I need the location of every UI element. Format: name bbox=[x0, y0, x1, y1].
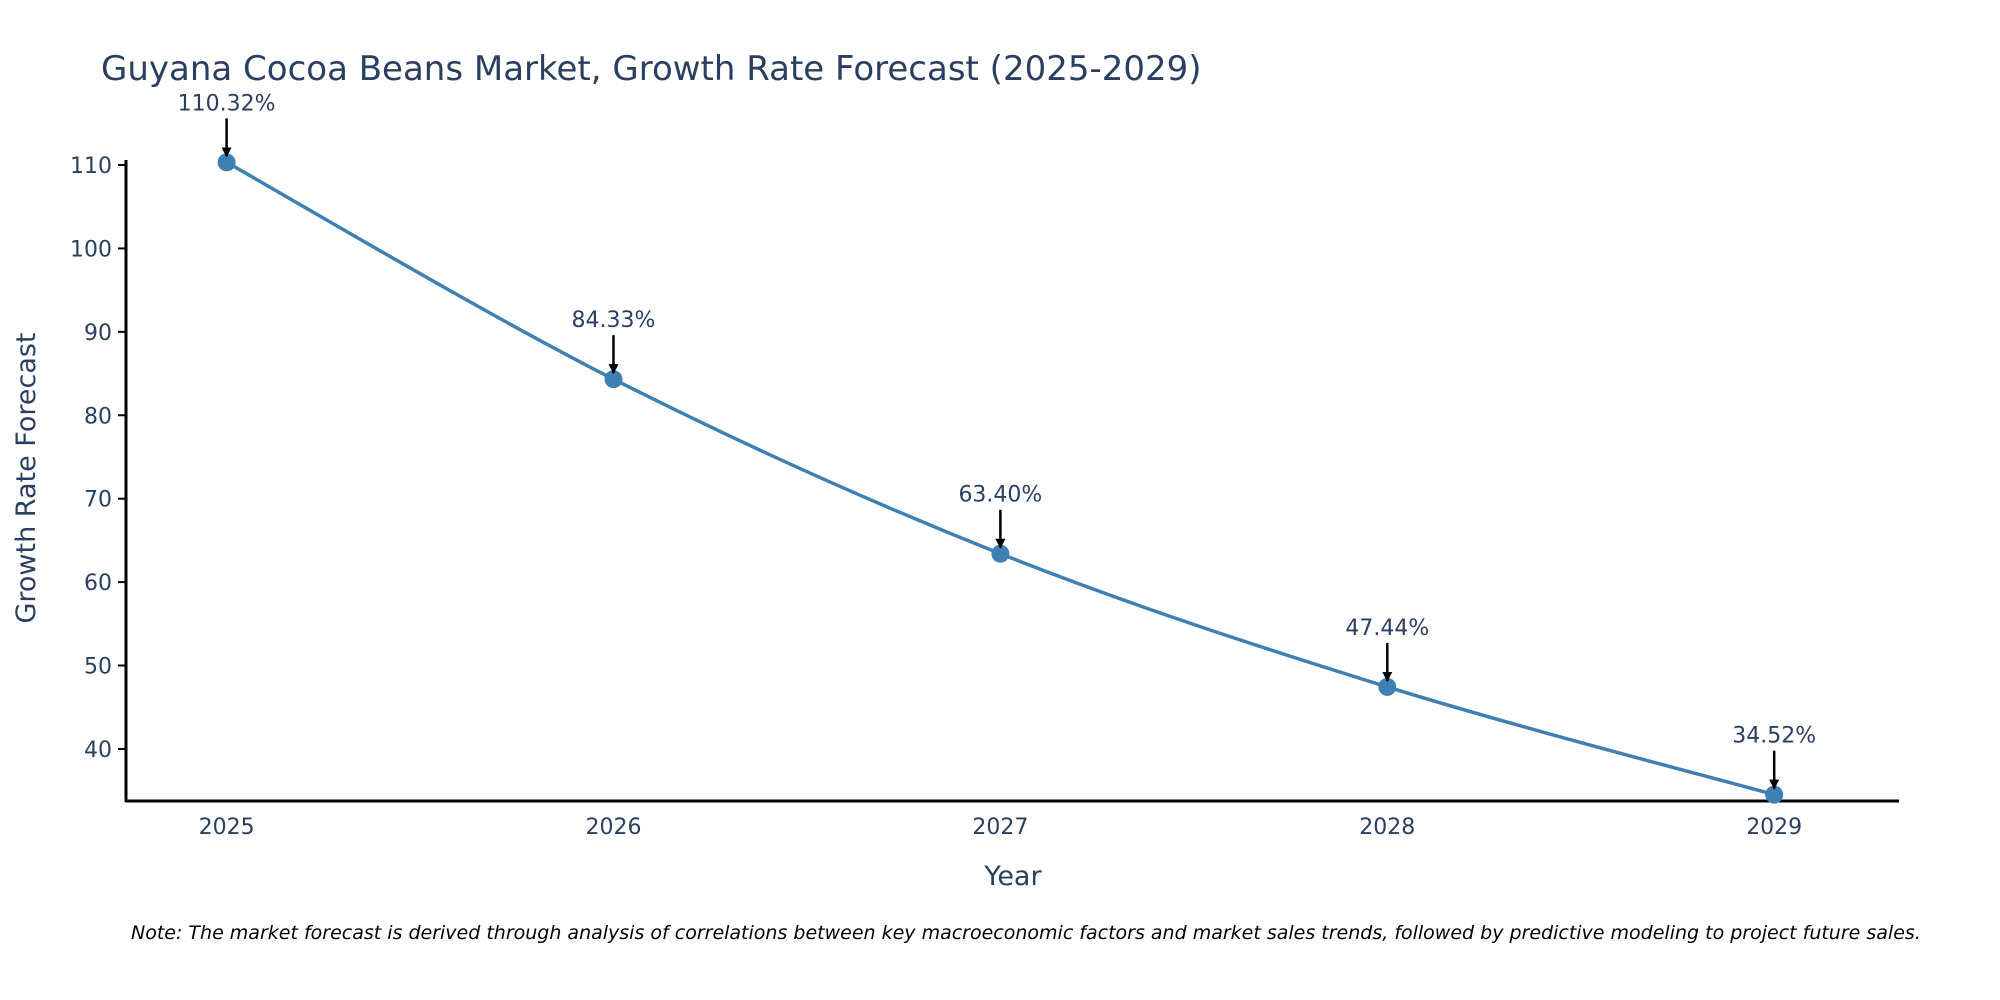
data-label: 63.40% bbox=[958, 483, 1042, 508]
chart-note: Note: The market forecast is derived thr… bbox=[131, 922, 1921, 944]
y-tick-label: 80 bbox=[84, 404, 112, 429]
x-tick-label: 2025 bbox=[199, 815, 255, 840]
y-axis-title: Growth Rate Forecast bbox=[11, 332, 42, 623]
chart-title: Guyana Cocoa Beans Market, Growth Rate F… bbox=[101, 49, 1202, 89]
data-point[interactable] bbox=[604, 370, 623, 389]
x-tick-label: 2028 bbox=[1359, 815, 1415, 840]
data-label: 34.52% bbox=[1732, 724, 1816, 749]
y-tick-label: 40 bbox=[84, 738, 112, 763]
data-label: 84.33% bbox=[572, 308, 656, 333]
y-tick-label: 90 bbox=[84, 321, 112, 346]
data-point[interactable] bbox=[1765, 785, 1784, 804]
y-tick-label: 50 bbox=[84, 655, 112, 680]
growth-rate-line bbox=[225, 160, 1775, 797]
data-label: 110.32% bbox=[178, 91, 276, 116]
x-axis-title: Year bbox=[983, 861, 1042, 892]
data-label: 47.44% bbox=[1345, 616, 1429, 641]
x-tick-label: 2027 bbox=[972, 815, 1028, 840]
data-point[interactable] bbox=[991, 544, 1010, 563]
y-tick-label: 110 bbox=[70, 154, 112, 179]
data-point[interactable] bbox=[217, 153, 236, 172]
y-tick-label: 60 bbox=[84, 571, 112, 596]
y-tick-label: 70 bbox=[84, 488, 112, 513]
data-point[interactable] bbox=[1378, 677, 1397, 696]
y-tick-label: 100 bbox=[70, 237, 112, 262]
x-tick-label: 2026 bbox=[585, 815, 641, 840]
x-tick-label: 2029 bbox=[1746, 815, 1802, 840]
